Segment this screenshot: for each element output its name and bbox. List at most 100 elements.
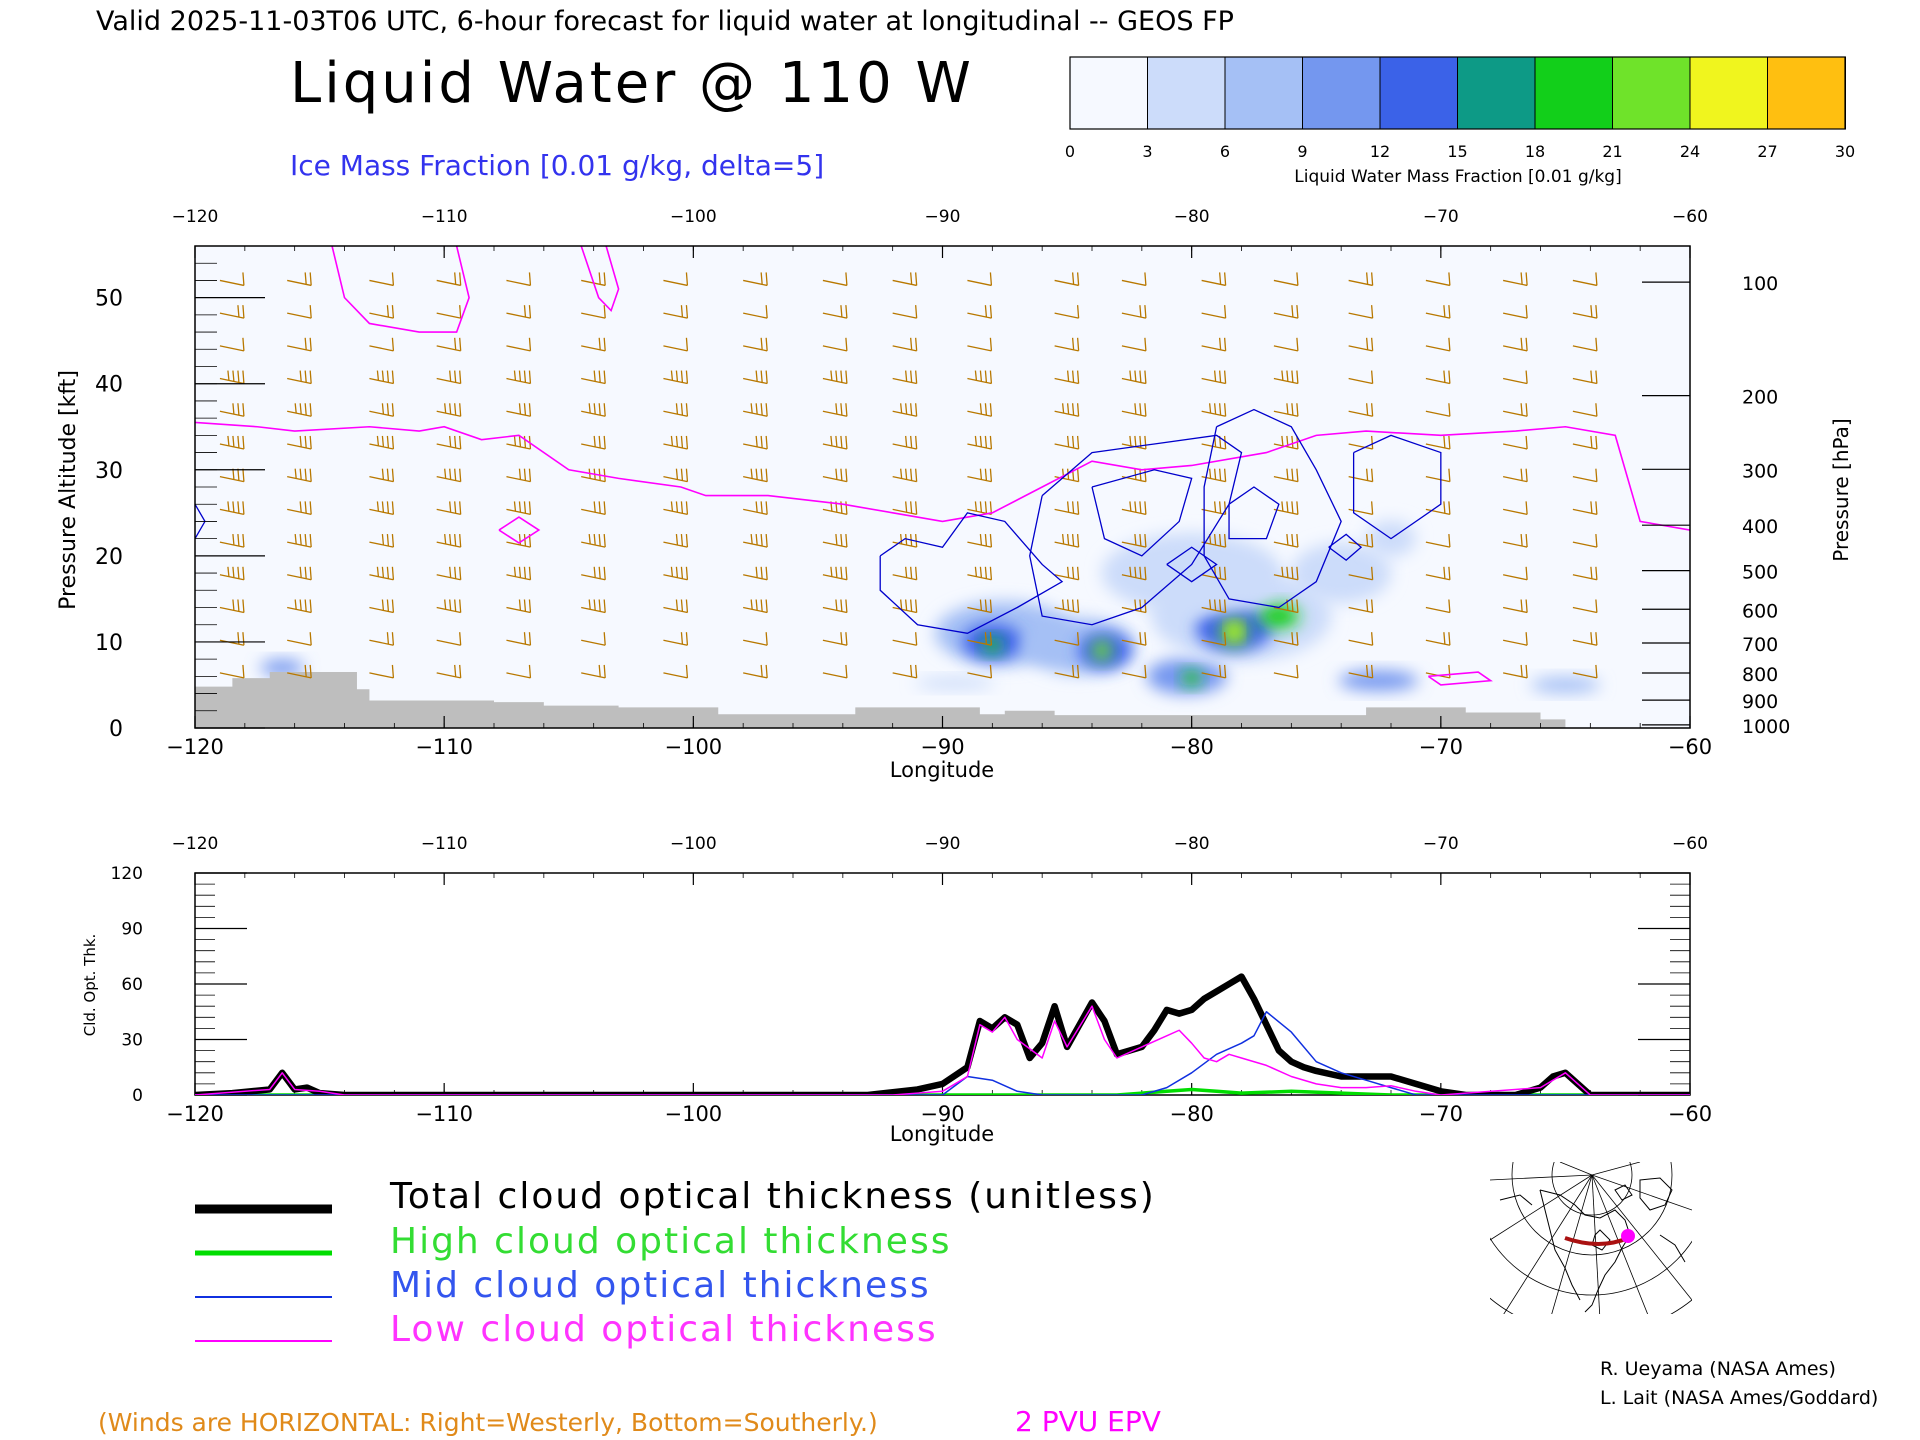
wind-barb	[743, 370, 768, 385]
x-top-tick-label: −70	[1423, 207, 1459, 227]
colorbar-segment	[1069, 56, 1149, 130]
colorbar-segment	[1457, 56, 1536, 130]
cross-section-background	[195, 246, 1690, 728]
colorbar-tick-label: 9	[1297, 142, 1307, 161]
colorbar-label: Liquid Water Mass Fraction [0.01 g/kg]	[1294, 167, 1621, 187]
wind-barb	[1502, 272, 1528, 287]
wind-barb	[506, 305, 532, 319]
wind-barb	[369, 337, 395, 352]
wind-barb	[506, 534, 532, 548]
wind-barb	[1348, 534, 1374, 548]
epv-contour	[498, 516, 541, 544]
wind-barb	[663, 272, 689, 287]
wind-barb	[1054, 599, 1080, 614]
x-top-tick-label: −100	[670, 207, 717, 227]
liquid-water-blob	[1291, 543, 1392, 604]
wind-barb	[1201, 501, 1227, 516]
wind-barb	[1425, 501, 1451, 516]
wind-barb	[287, 664, 312, 679]
optical-thickness-axes: −120 −120 −110 −110 −100 −100 −90 −90 −80 −80 −70 −…	[111, 834, 1713, 1126]
bottom-x-label: Longitude	[890, 1122, 994, 1146]
wind-barb	[581, 632, 606, 646]
wind-barb	[1121, 664, 1147, 679]
wind-barb	[219, 566, 245, 581]
top-x-label: Longitude	[890, 758, 994, 782]
x-top-tick-label: −70	[1423, 834, 1459, 854]
y-tick-label: 10	[95, 631, 123, 656]
wind-barb	[436, 664, 462, 679]
wind-barb	[1425, 403, 1451, 417]
wind-barb	[581, 403, 606, 417]
wind-barb	[1273, 599, 1299, 614]
wind-barb	[822, 468, 848, 483]
wind-barb	[663, 664, 689, 679]
ice-contour	[1328, 533, 1363, 561]
wind-barb	[436, 305, 462, 319]
wind-barb	[581, 599, 606, 614]
wind-barb	[743, 435, 768, 450]
wind-barb	[436, 272, 462, 287]
wind-barb	[1273, 403, 1299, 417]
colorbar-segment	[1534, 56, 1614, 130]
wind-barb	[892, 370, 918, 385]
wind-barb	[1201, 337, 1227, 352]
wind-barb	[219, 501, 245, 516]
colorbar-segment	[1379, 56, 1459, 130]
liquid-water-blob	[1182, 670, 1201, 687]
wind-barb	[1121, 370, 1147, 385]
liquid-water-fills	[260, 520, 1601, 695]
wind-barb	[1348, 566, 1374, 581]
wind-barb	[1121, 566, 1147, 581]
wind-barb	[967, 632, 993, 646]
wind-barb	[967, 501, 993, 516]
wind-barb	[1425, 435, 1451, 450]
wind-barb	[287, 403, 312, 417]
x-tick-label: −80	[1170, 1102, 1214, 1126]
wind-barb	[1201, 566, 1227, 581]
wind-barb	[369, 272, 395, 287]
wind-barb	[287, 435, 312, 450]
wind-barb	[287, 305, 312, 319]
wind-barb	[1425, 468, 1451, 483]
wind-barb	[436, 468, 462, 483]
liquid-water-blob	[1530, 676, 1601, 693]
x-tick-label: −90	[920, 735, 964, 759]
wind-barb	[1572, 435, 1598, 450]
cross-section-axes: −120 −120 −110 −110 −100 −100 −90 −90 −80 −80 −70 −…	[95, 207, 1790, 759]
wind-barb	[1572, 305, 1598, 319]
wind-barb	[822, 566, 848, 581]
wind-barb	[287, 272, 312, 287]
wind-barb	[369, 403, 395, 417]
wind-barb	[1572, 599, 1598, 614]
wind-barb	[1201, 664, 1227, 679]
credit-line-2: L. Lait (NASA Ames/Goddard)	[1600, 1387, 1878, 1409]
x-tick-label: −70	[1419, 1102, 1463, 1126]
wind-barb	[663, 370, 689, 385]
wind-barb	[663, 534, 689, 548]
x-tick-label: −120	[166, 735, 224, 759]
valid-line: Valid 2025-11-03T06 UTC, 6-hour forecast…	[96, 6, 1234, 37]
legend-label-low: Low cloud optical thickness	[390, 1309, 938, 1350]
wind-barb	[1054, 664, 1080, 679]
wind-barb	[436, 370, 462, 385]
colorbar-tick-label: 24	[1680, 142, 1700, 161]
wind-barb	[1054, 468, 1080, 483]
liquid-water-blob	[1338, 670, 1419, 691]
liquid-water-blob	[1228, 624, 1241, 639]
wind-barb	[1348, 272, 1374, 287]
ice-contour	[1203, 408, 1342, 609]
wind-barb	[506, 468, 532, 483]
wind-barb	[822, 337, 848, 352]
wind-barb	[743, 599, 768, 614]
colorbar-tick-label: 0	[1065, 142, 1075, 161]
wind-barb	[369, 501, 395, 516]
wind-barb	[1572, 632, 1598, 646]
wind-barb	[822, 664, 848, 679]
wind-barb	[1502, 664, 1528, 679]
wind-barb	[287, 501, 312, 516]
wind-barb	[1348, 305, 1374, 319]
wind-barb	[1201, 370, 1227, 385]
wind-barb	[369, 599, 395, 614]
wind-barb	[1572, 403, 1598, 417]
wind-barb	[1572, 664, 1598, 679]
